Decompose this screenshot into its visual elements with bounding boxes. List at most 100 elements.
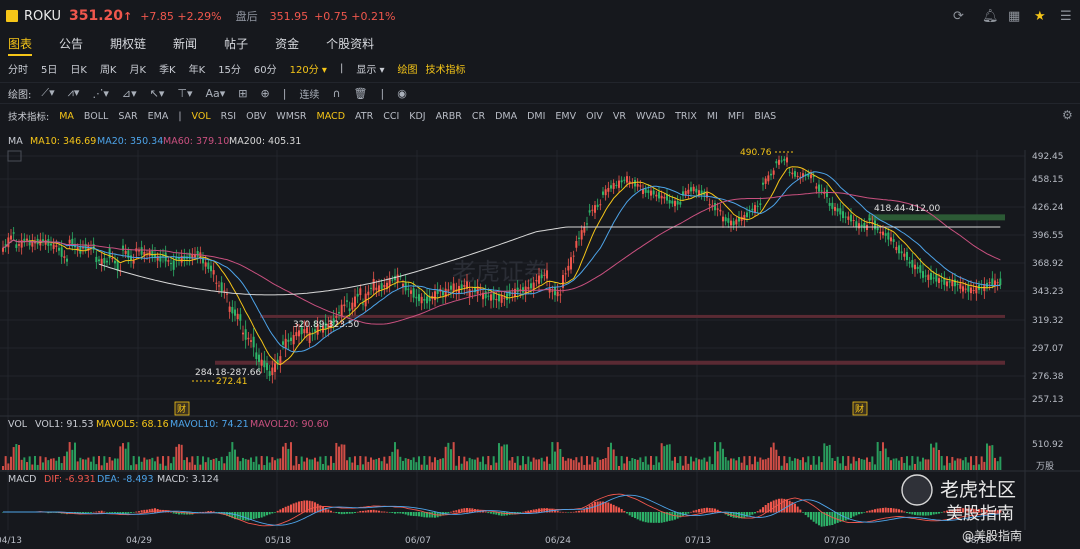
period-15m[interactable]: 15分 — [218, 64, 241, 76]
tab-announcements[interactable]: 公告 — [59, 37, 84, 51]
candle-body — [236, 313, 239, 320]
volume-bar — [892, 458, 895, 470]
magnet-icon[interactable]: ∩ — [332, 86, 341, 100]
ind-arbr[interactable]: ARBR — [435, 110, 462, 122]
candle-body — [911, 260, 914, 268]
ind-bias[interactable]: BIAS — [754, 110, 777, 122]
macd-bar — [588, 505, 591, 513]
volume-bar — [919, 461, 922, 470]
vol1-legend: VOL1: 91.53 — [35, 419, 94, 430]
tab-chart[interactable]: 图表 — [8, 32, 33, 56]
ind-oiv[interactable]: OIV — [586, 110, 603, 122]
kline-chart[interactable]: 老虎证券 492.45 458.15 426.24 396.55 368.92 343.2… — [0, 130, 1080, 549]
y-tick-label: 396.55 — [1032, 231, 1064, 241]
polyline-tool-icon[interactable]: ⩘▾ — [67, 86, 80, 99]
candle-body — [386, 282, 388, 289]
ind-ema[interactable]: EMA — [147, 110, 169, 122]
ind-kdj[interactable]: KDJ — [409, 110, 426, 122]
star-icon[interactable] — [6, 10, 18, 22]
refresh-icon[interactable]: ⟳ — [953, 9, 964, 24]
macd-bar — [231, 512, 234, 519]
tab-capital[interactable]: 资金 — [275, 37, 300, 51]
tab-news[interactable]: 新闻 — [173, 37, 198, 51]
candle-body — [290, 337, 292, 342]
ind-wmsr[interactable]: WMSR — [276, 110, 307, 122]
eye-icon[interactable]: ◉ — [397, 86, 407, 100]
line-tool-icon[interactable]: ⟋▾ — [41, 86, 55, 99]
macd-bar — [951, 509, 954, 513]
ind-mi[interactable]: MI — [706, 110, 718, 122]
macd-bar — [812, 512, 815, 522]
ind-dma[interactable]: DMA — [495, 110, 518, 122]
volume-bar — [250, 457, 252, 470]
candle-body — [778, 159, 780, 165]
ind-boll[interactable]: BOLL — [83, 110, 109, 122]
ind-emv[interactable]: EMV — [555, 110, 577, 122]
candle-body — [151, 250, 154, 257]
volume-bar — [2, 466, 4, 470]
volume-bar — [100, 465, 103, 470]
arrow-tool-icon[interactable]: ↖▾ — [149, 86, 165, 100]
period-quarter[interactable]: 季K — [159, 64, 176, 76]
collapse-icon[interactable] — [7, 150, 22, 162]
ind-wvad[interactable]: WVAD — [636, 110, 666, 122]
ind-ma[interactable]: MA — [59, 110, 74, 122]
settings-icon[interactable]: ⚙ — [1062, 108, 1073, 122]
ind-atr[interactable]: ATR — [355, 110, 374, 122]
macd-bar — [455, 510, 458, 513]
ind-mfi[interactable]: MFI — [727, 110, 745, 122]
ind-obv[interactable]: OBV — [246, 110, 267, 122]
ind-trix[interactable]: TRIX — [675, 110, 697, 122]
tab-profile[interactable]: 个股资料 — [326, 37, 375, 51]
candle-body — [271, 367, 274, 376]
macd-bar — [604, 501, 607, 513]
ruler-icon[interactable]: ⊞ — [238, 86, 248, 100]
grid-icon[interactable]: ▦ — [1008, 9, 1021, 24]
candle-body — [818, 184, 820, 192]
macd-bar — [146, 509, 148, 513]
candle-body — [927, 274, 930, 280]
channel-tool-icon[interactable]: ⋰▾ — [92, 86, 109, 100]
macd-bar — [172, 512, 175, 514]
period-intraday[interactable]: 分时 — [8, 64, 28, 76]
ind-cci[interactable]: CCI — [383, 110, 400, 122]
ind-macd[interactable]: MACD — [316, 110, 346, 122]
period-week[interactable]: 周K — [99, 64, 117, 76]
measure-tool-icon[interactable]: ⊤▾ — [177, 86, 193, 100]
macd-bar — [407, 512, 410, 516]
period-year[interactable]: 年K — [188, 64, 206, 76]
period-5d[interactable]: 5日 — [41, 64, 58, 76]
tab-options[interactable]: 期权链 — [110, 37, 147, 51]
period-month[interactable]: 月K — [129, 64, 147, 76]
ind-rsi[interactable]: RSI — [220, 110, 237, 122]
zoom-icon[interactable]: ⊕ — [260, 86, 270, 100]
volume-bar — [124, 448, 127, 470]
period-day[interactable]: 日K — [70, 64, 87, 76]
tab-posts[interactable]: 帖子 — [224, 37, 249, 51]
period-60m[interactable]: 60分 — [253, 64, 277, 76]
ind-dmi[interactable]: DMI — [527, 110, 546, 122]
continuous-toggle[interactable]: 连续 — [299, 89, 320, 101]
macd-bar — [490, 512, 492, 514]
fib-tool-icon[interactable]: ⊿▾ — [121, 86, 137, 100]
ind-sar[interactable]: SAR — [118, 110, 138, 122]
macd-bar — [530, 510, 532, 513]
text-tool-icon[interactable]: Aa▾ — [205, 86, 226, 100]
menu-icon[interactable]: ☰ — [1060, 9, 1072, 24]
ind-vol[interactable]: VOL — [191, 110, 211, 122]
candle-body — [900, 251, 903, 254]
favorite-icon[interactable]: ★ — [1034, 9, 1046, 24]
mavol20-legend: MAVOL20: 90.60 — [250, 419, 329, 430]
ind-cr[interactable]: CR — [471, 110, 486, 122]
volume-bar — [279, 458, 282, 470]
draw-toggle[interactable]: 绘图 — [397, 64, 418, 76]
ind-vr[interactable]: VR — [612, 110, 627, 122]
candle-body — [34, 242, 36, 244]
delete-icon[interactable]: 🗑︎ — [353, 86, 368, 100]
macd-bar — [711, 508, 714, 513]
volume-bar — [743, 456, 746, 470]
indicator-toggle[interactable]: 技术指标 — [425, 64, 466, 76]
bell-icon[interactable]: 🔔︎ — [982, 9, 999, 24]
period-120m[interactable]: 120分 ▾ — [289, 64, 327, 76]
display-menu[interactable]: 显示 ▾ — [356, 64, 385, 76]
